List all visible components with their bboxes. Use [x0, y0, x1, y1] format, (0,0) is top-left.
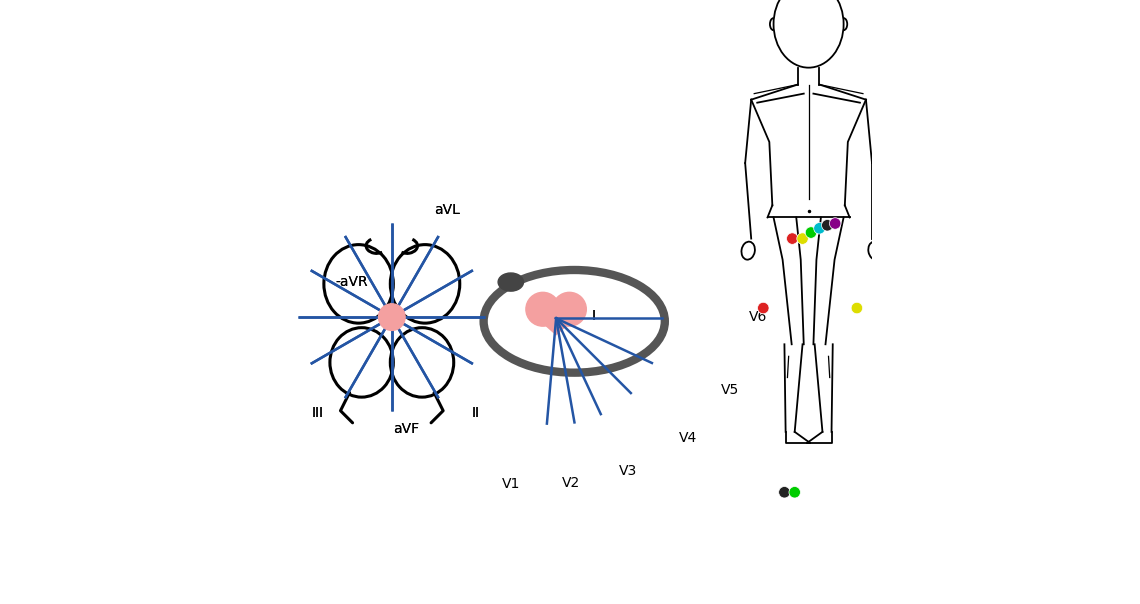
Text: V4: V4	[679, 431, 698, 445]
Text: -aVR: -aVR	[335, 275, 367, 289]
Text: V1: V1	[502, 477, 520, 491]
Circle shape	[758, 303, 770, 314]
Ellipse shape	[391, 245, 459, 323]
Text: V6: V6	[749, 310, 767, 324]
Text: aVF: aVF	[393, 422, 420, 436]
Ellipse shape	[325, 245, 392, 323]
Text: V2: V2	[562, 476, 580, 490]
Circle shape	[378, 304, 405, 330]
Circle shape	[830, 218, 841, 230]
Text: aVL: aVL	[434, 203, 459, 217]
Circle shape	[852, 303, 863, 314]
Text: V3: V3	[619, 464, 637, 478]
Text: III: III	[312, 406, 324, 420]
Circle shape	[805, 227, 816, 239]
Circle shape	[553, 292, 586, 326]
Circle shape	[822, 219, 833, 231]
Circle shape	[797, 233, 808, 244]
Text: II: II	[472, 406, 480, 420]
Circle shape	[814, 223, 825, 234]
Ellipse shape	[498, 273, 523, 291]
Circle shape	[787, 233, 798, 244]
Text: aVL: aVL	[434, 203, 459, 217]
Circle shape	[526, 292, 560, 326]
Text: -aVR: -aVR	[335, 275, 367, 289]
Text: I: I	[592, 309, 595, 323]
Text: aVF: aVF	[393, 422, 420, 436]
Text: I: I	[592, 309, 595, 323]
Text: III: III	[312, 406, 324, 420]
Polygon shape	[529, 310, 584, 335]
Circle shape	[779, 487, 790, 498]
Text: V5: V5	[722, 383, 740, 397]
Ellipse shape	[391, 329, 453, 397]
Circle shape	[789, 487, 800, 498]
Text: II: II	[472, 406, 480, 420]
Ellipse shape	[331, 329, 392, 397]
